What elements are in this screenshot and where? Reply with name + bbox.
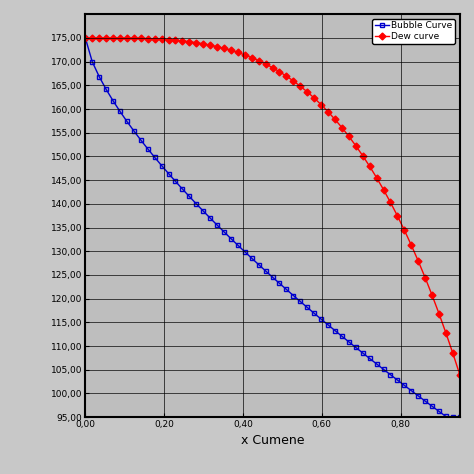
Bubble Curve: [221, 229, 227, 235]
Bubble Curve: [457, 414, 463, 420]
Line: Bubble Curve: Bubble Curve: [83, 36, 462, 419]
Bubble Curve: [82, 35, 88, 41]
X-axis label: x Cumene: x Cumene: [241, 435, 304, 447]
Bubble Curve: [124, 118, 130, 124]
Bubble Curve: [443, 414, 449, 419]
Bubble Curve: [415, 393, 421, 399]
Legend: Bubble Curve, Dew curve: Bubble Curve, Dew curve: [373, 19, 455, 44]
Bubble Curve: [152, 155, 157, 160]
Dew curve: [457, 372, 463, 377]
Dew curve: [221, 46, 227, 51]
Dew curve: [124, 35, 130, 41]
Line: Dew curve: Dew curve: [83, 36, 462, 377]
Bubble Curve: [173, 179, 178, 184]
Dew curve: [152, 36, 157, 42]
Dew curve: [173, 37, 178, 43]
Dew curve: [450, 350, 456, 356]
Dew curve: [415, 258, 421, 264]
Bubble Curve: [450, 414, 456, 420]
Dew curve: [82, 35, 88, 41]
